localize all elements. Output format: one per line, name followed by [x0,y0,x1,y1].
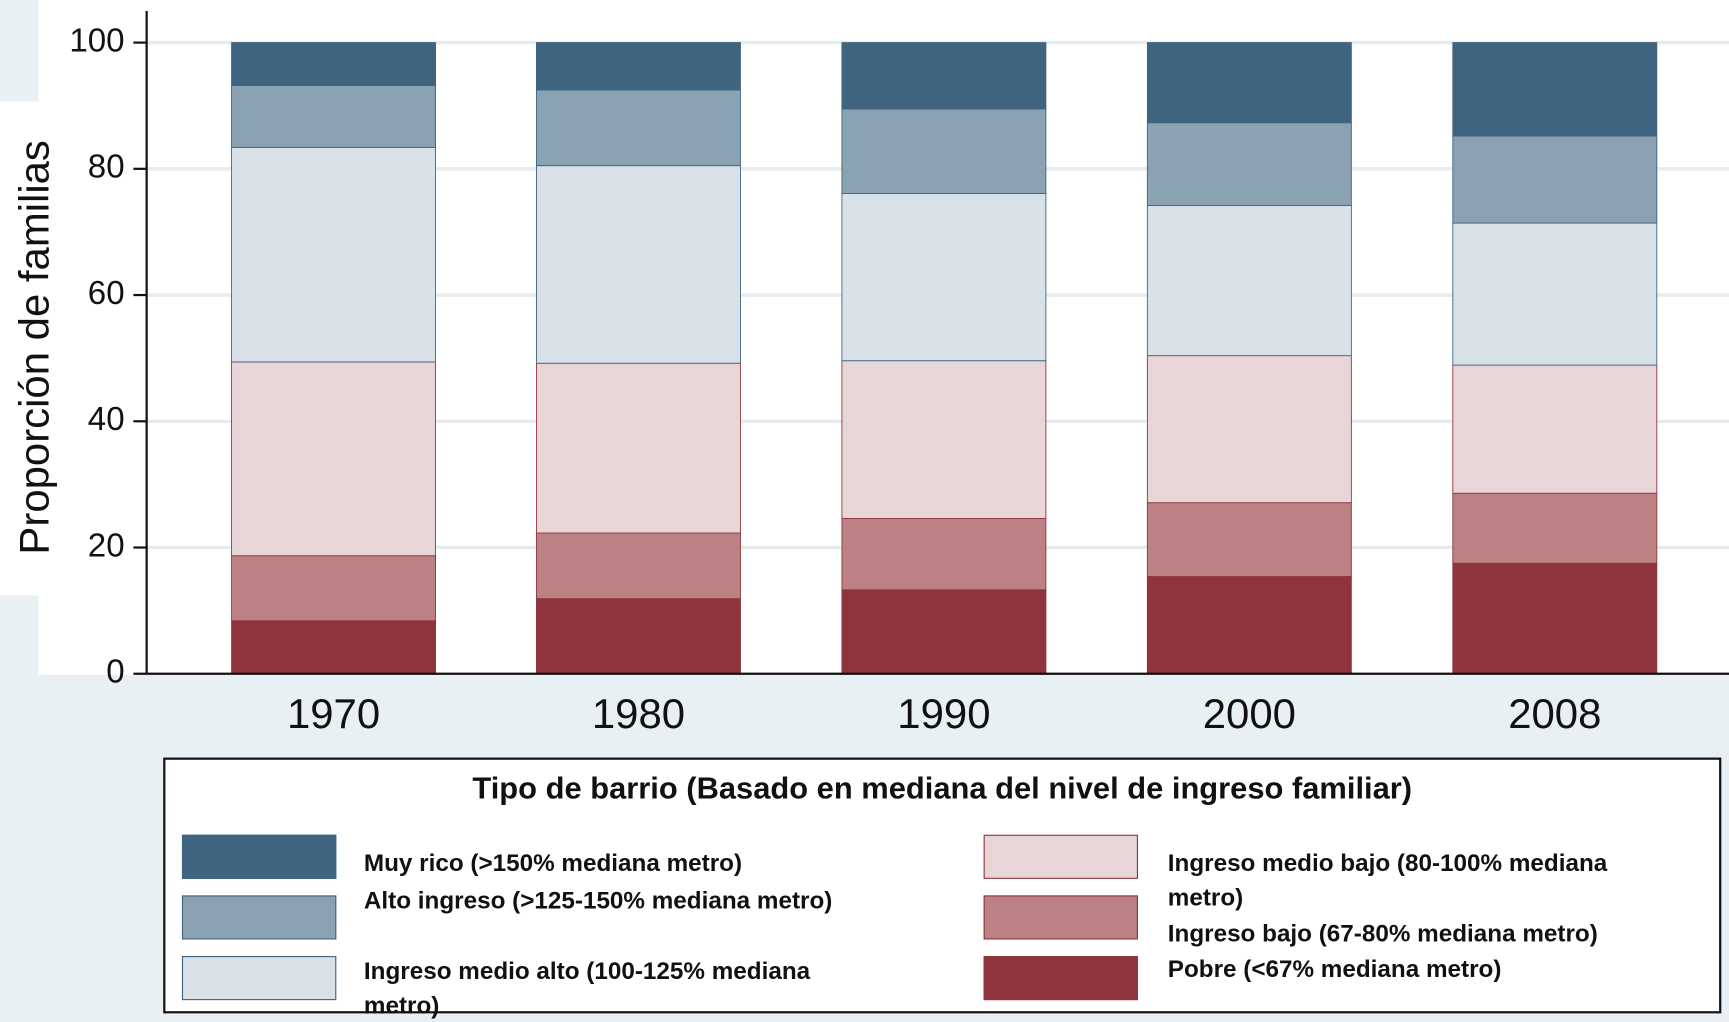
bar-segment [536,165,741,364]
bar-segment [231,42,437,86]
legend-swatch [181,895,337,940]
bar-segment [841,518,1047,591]
legend-swatch [983,895,1138,940]
bar-segment [841,589,1047,675]
bar-segment [1146,42,1352,124]
bar-segment [1452,562,1658,675]
y-tick-label: 40 [88,401,125,438]
bar-segment [1452,42,1658,137]
bar-segment [1146,204,1352,357]
bar-segment [536,42,741,91]
legend: Tipo de barrio (Basado en mediana del ni… [163,757,1722,1019]
y-axis-label: Proporción de familias [11,140,58,554]
bar-segment [1452,364,1658,494]
legend-title: Tipo de barrio (Basado en mediana del ni… [472,770,1413,805]
bar-segment [231,85,437,148]
x-tick-label: 1970 [287,690,380,737]
bar-segment [1452,135,1658,224]
legend-label: Ingreso medio alto (100-125% mediana met… [363,957,811,1019]
legend-label: Pobre (<67% mediana metro) [1167,954,1502,983]
x-tick-label: 2000 [1203,690,1296,737]
bar-segment [536,598,741,675]
legend-swatch [983,834,1138,879]
bar-segment [1146,502,1352,577]
bar-segment [1146,355,1352,504]
legend-label: Alto ingreso (>125-150% mediana metro) [363,886,833,915]
y-tick-label: 60 [88,275,125,312]
bar-segment [231,361,437,557]
bar-segment [536,362,741,534]
label-background [0,101,70,596]
bar-segment [231,146,437,363]
y-tick-label: 100 [69,22,124,59]
bar-segment [231,555,437,622]
x-tick-label: 1990 [897,690,990,737]
y-tick-label: 0 [106,653,124,690]
bar-segment [1452,492,1658,564]
legend-label: Muy rico (>150% mediana metro) [363,849,743,877]
legend-swatch [181,834,337,879]
bar-segment [1146,576,1352,675]
y-tick-label: 80 [88,149,125,186]
y-tick-label: 20 [88,527,125,564]
bar-segment [1452,222,1658,366]
legend-swatch [983,956,1138,1001]
legend-label: Ingreso medio bajo (80-100% mediana metr… [1167,849,1608,911]
bar-segment [841,108,1047,194]
legend-label: Ingreso bajo (67-80% mediana metro) [1167,919,1598,948]
legend-swatch [181,956,337,1001]
x-tick-label: 2008 [1508,690,1601,737]
bar-segment [536,89,741,167]
bar-segment [841,42,1047,110]
bar-segment [1146,122,1352,206]
bar-segment [536,532,741,600]
bar-segment [841,192,1047,362]
x-tick-label: 1980 [592,690,685,737]
bar-segment [841,360,1047,519]
bar-segment [231,620,437,675]
